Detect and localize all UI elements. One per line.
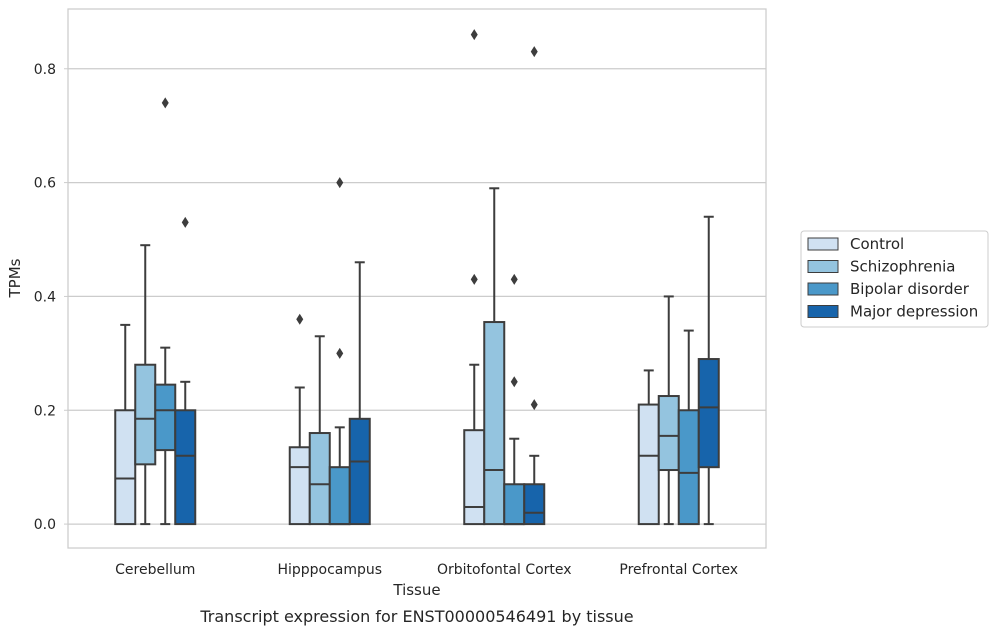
box-schizophrenia [657, 295, 680, 526]
outlier-point [470, 29, 478, 41]
box-schizophrenia [308, 335, 331, 526]
box-body [523, 483, 546, 526]
box-control [463, 29, 486, 526]
outlier-point [510, 376, 518, 388]
box-body [308, 432, 331, 526]
box-body [483, 321, 506, 526]
y-tick-labels: 0.0 0.2 0.4 0.6 0.8 [34, 62, 68, 533]
y-tick-label: 0.0 [34, 517, 56, 533]
box-body [677, 409, 700, 526]
y-tick-label: 0.2 [34, 403, 56, 419]
box-bipolar-disorder [154, 97, 177, 526]
outlier-point [181, 216, 189, 228]
outlier-point [161, 97, 169, 109]
box-bipolar-disorder [328, 177, 351, 526]
legend-swatch [807, 282, 839, 296]
outlier-point [530, 399, 538, 411]
legend-label: Bipolar disorder [850, 280, 970, 298]
box-body [114, 409, 137, 526]
box-body [463, 429, 486, 526]
box-major-depression [697, 215, 720, 526]
y-tick-label: 0.8 [34, 62, 56, 78]
box-body [348, 417, 371, 526]
box-body [637, 403, 660, 526]
box-major-depression [348, 261, 371, 526]
outlier-point [296, 313, 304, 325]
chart-caption: Transcript expression for ENST0000054649… [199, 607, 633, 626]
legend-label: Schizophrenia [850, 258, 955, 276]
outlier-point [530, 46, 538, 58]
box-schizophrenia [483, 187, 506, 526]
box-control [114, 323, 137, 526]
x-tick-labels: Cerebellum Hipppocampus Orbitofontal Corte… [115, 562, 738, 578]
y-axis-label: TPMs [6, 258, 24, 298]
y-tick-label: 0.4 [34, 289, 56, 305]
legend-label: Control [850, 235, 904, 253]
legend-frame [800, 230, 989, 328]
plot-frame [67, 8, 767, 549]
box-body [174, 409, 197, 526]
outlier-point [510, 273, 518, 285]
box-body [697, 358, 720, 469]
box-control [288, 313, 311, 526]
box-major-depression [523, 46, 546, 526]
legend-label: Major depression [850, 303, 978, 321]
outlier-point [336, 347, 344, 359]
x-tick-label: Cerebellum [115, 562, 195, 578]
y-tick-label: 0.6 [34, 176, 56, 192]
outlier-point [336, 177, 344, 189]
box-layer [114, 29, 720, 526]
box-major-depression [174, 216, 197, 526]
box-control [637, 369, 660, 526]
legend: Control Schizophrenia Bipolar disorder Majo… [800, 230, 989, 328]
box-schizophrenia [134, 244, 157, 526]
box-body [288, 446, 311, 526]
x-axis-label: Tissue [392, 581, 440, 599]
x-tick-label: Hipppocampus [277, 562, 382, 578]
legend-swatch [807, 260, 839, 273]
box-body [503, 483, 526, 526]
box-body [657, 395, 680, 472]
x-tick-label: Orbitofontal Cortex [437, 562, 572, 578]
box-body [328, 466, 351, 526]
legend-swatch [807, 305, 839, 318]
box-bipolar-disorder [677, 329, 700, 526]
box-body [134, 363, 157, 466]
box-bipolar-disorder [503, 273, 526, 526]
legend-swatch [807, 237, 839, 251]
outlier-point [470, 273, 478, 285]
box-body [154, 383, 177, 452]
x-tick-label: Prefrontal Cortex [619, 562, 738, 578]
